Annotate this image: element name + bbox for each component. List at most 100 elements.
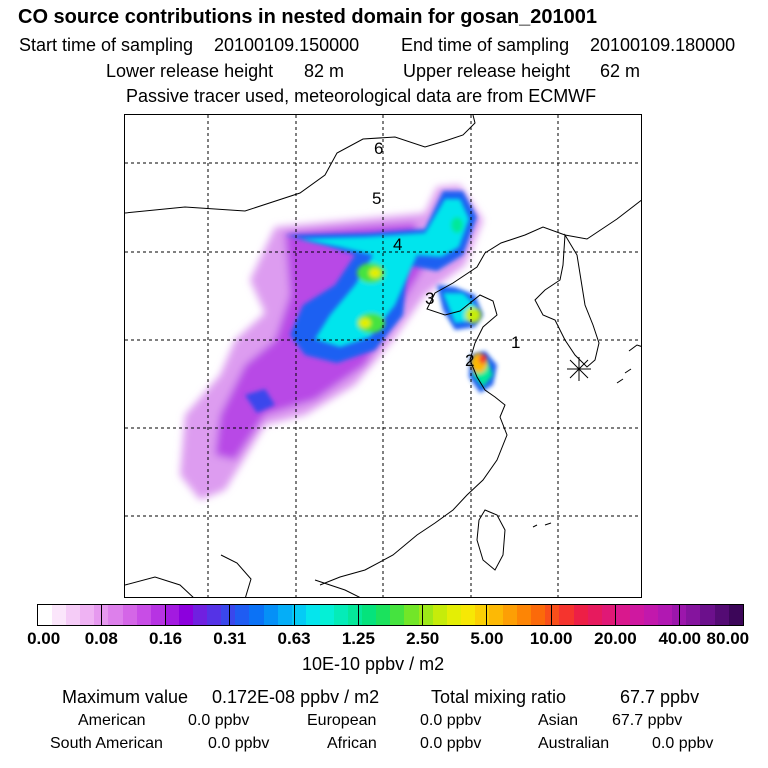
map-panel: 1 2 3 4 5 6 xyxy=(124,114,642,598)
colorbar-swatch xyxy=(263,605,278,625)
colorbar-swatch xyxy=(432,605,447,625)
release-level-4: 4 xyxy=(393,235,403,254)
colorbar-swatch xyxy=(122,605,137,625)
colorbar-swatch xyxy=(460,605,475,625)
colorbar-swatch xyxy=(193,605,208,625)
plume-core xyxy=(300,199,493,387)
colorbar-tick-label: 20.00 xyxy=(594,629,637,648)
end-time-value: 20100109.180000 xyxy=(590,35,736,55)
colorbar-divider xyxy=(357,604,359,626)
colorbar-swatch xyxy=(348,605,363,625)
release-level-3: 3 xyxy=(425,289,435,308)
upper-height-value: 62 m xyxy=(600,61,641,81)
region-name: Asian xyxy=(538,712,579,729)
colorbar-swatch xyxy=(531,605,546,625)
colorbar-tick-label: 0.16 xyxy=(148,629,183,648)
colorbar-tick-label: 2.50 xyxy=(406,629,440,648)
colorbar-swatch xyxy=(629,605,645,625)
release-level-5: 5 xyxy=(372,189,382,208)
colorbar-divider xyxy=(422,604,424,626)
colorbar-tick-label: 0.08 xyxy=(84,629,118,648)
colorbar-divider xyxy=(550,604,552,626)
colorbar-swatch xyxy=(333,605,349,625)
region-name: American xyxy=(78,712,146,729)
max-value-label: Maximum value xyxy=(62,687,189,707)
grid-lines xyxy=(125,115,641,597)
region-value: 0.0 ppbv xyxy=(420,712,482,729)
colorbar-swatch xyxy=(714,605,729,625)
colorbar-swatch xyxy=(700,605,715,625)
colorbar-divider xyxy=(229,604,231,626)
star-icon xyxy=(567,357,591,381)
colorbar-tick-label: 40.00 xyxy=(658,629,701,648)
colorbar-swatch xyxy=(249,605,264,625)
colorbar-swatch xyxy=(277,605,292,625)
colorbar-swatch xyxy=(221,605,236,625)
colorbar-swatch xyxy=(376,605,391,625)
release-level-1: 1 xyxy=(511,333,521,352)
colorbar-swatch xyxy=(404,605,419,625)
colorbar-swatch xyxy=(517,605,532,625)
colorbar-swatch xyxy=(164,605,179,625)
region-value: 0.0 ppbv xyxy=(420,735,482,752)
colorbar-swatch xyxy=(587,605,602,625)
colorbar-swatch xyxy=(644,605,659,625)
region-name: African xyxy=(327,735,377,752)
colorbar-swatch xyxy=(615,605,630,625)
colorbar-swatch xyxy=(207,605,222,625)
colorbar-swatch xyxy=(503,605,518,625)
colorbar-tick-label: 80.00 xyxy=(706,629,750,648)
lower-height-value: 82 m xyxy=(304,61,345,81)
colorbar-swatch xyxy=(178,605,194,625)
colorbar xyxy=(37,604,744,626)
region-value: 0.0 ppbv xyxy=(652,735,714,752)
colorbar-swatch xyxy=(52,605,67,625)
colorbar-swatch xyxy=(418,605,433,625)
colorbar-swatch xyxy=(38,605,53,625)
colorbar-swatch xyxy=(545,605,560,625)
colorbar-divider xyxy=(165,604,167,626)
colorbar-swatch xyxy=(474,605,489,625)
colorbar-swatch xyxy=(136,605,151,625)
colorbar-swatch xyxy=(728,605,743,625)
colorbar-swatch xyxy=(235,605,250,625)
colorbar-swatch xyxy=(446,605,461,625)
region-name: South American xyxy=(50,735,163,752)
colorbar-swatch xyxy=(150,605,165,625)
colorbar-swatch xyxy=(319,605,334,625)
colorbar-divider xyxy=(614,604,616,626)
colorbar-swatch xyxy=(305,605,320,625)
colorbar-swatch xyxy=(291,605,306,625)
colorbar-swatch xyxy=(390,605,405,625)
colorbar-tick-label: 0.00 xyxy=(27,629,61,648)
total-mixing-value: 67.7 ppbv xyxy=(620,687,700,707)
region-name: European xyxy=(307,712,377,729)
colorbar-swatch xyxy=(66,605,81,625)
colorbar-divider xyxy=(100,604,102,626)
colorbar-swatch xyxy=(108,605,123,625)
upper-height-label: Upper release height xyxy=(403,61,571,81)
page-title: CO source contributions in nested domain… xyxy=(18,6,598,28)
region-value: 0.0 ppbv xyxy=(208,735,270,752)
region-name: Australian xyxy=(538,735,610,752)
tracer-note: Passive tracer used, meteorological data… xyxy=(126,86,597,106)
colorbar-swatch xyxy=(362,605,377,625)
colorbar-tick-label: 5.00 xyxy=(470,629,504,648)
colorbar-swatch xyxy=(658,605,673,625)
start-time-label: Start time of sampling xyxy=(19,35,194,55)
colorbar-swatch xyxy=(573,605,588,625)
colorbar-swatch xyxy=(80,605,95,625)
colorbar-swatch xyxy=(601,605,616,625)
release-level-2: 2 xyxy=(465,351,475,370)
coastlines xyxy=(125,115,641,597)
colorbar-tick-label: 0.31 xyxy=(213,629,247,648)
map-canvas xyxy=(125,115,641,597)
colorbar-unit: 10E-10 ppbv / m2 xyxy=(302,654,445,674)
start-time-value: 20100109.150000 xyxy=(214,35,360,55)
colorbar-swatch xyxy=(559,605,574,625)
max-value: 0.172E-08 ppbv / m2 xyxy=(212,687,380,707)
colorbar-swatch xyxy=(489,605,504,625)
colorbar-tick-label: 1.25 xyxy=(341,629,375,648)
region-value: 67.7 ppbv xyxy=(612,712,683,729)
release-level-6: 6 xyxy=(374,139,384,158)
